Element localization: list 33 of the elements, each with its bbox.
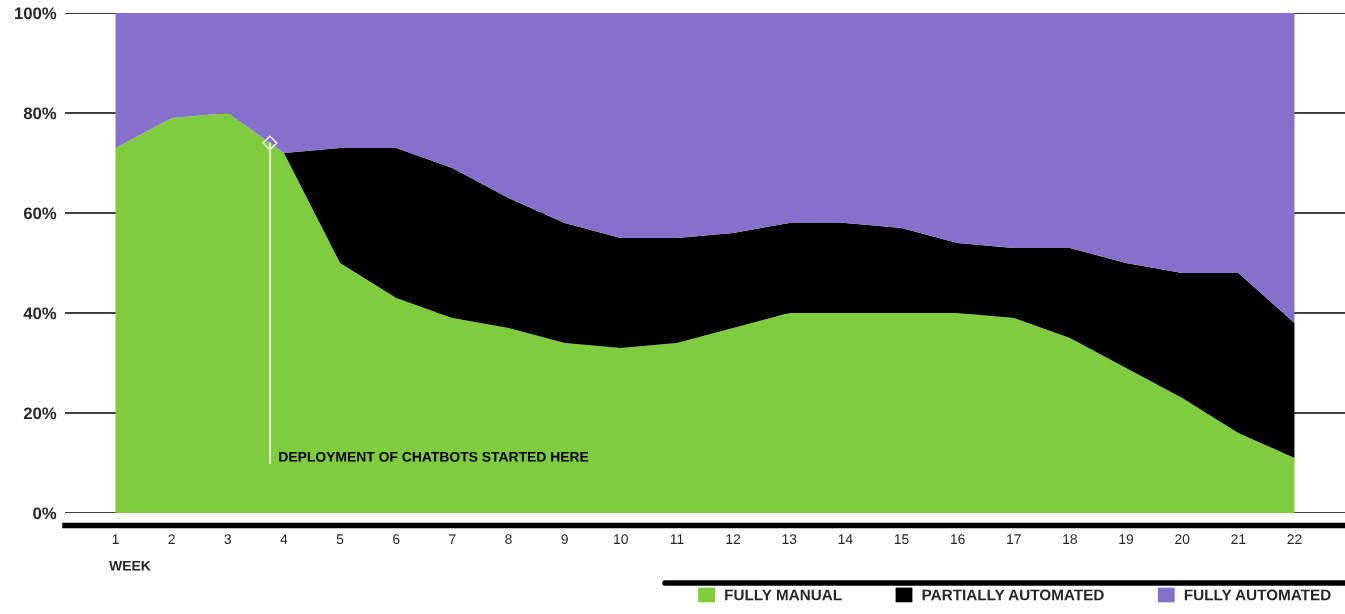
- y-tick-label: 80%: [23, 107, 57, 120]
- x-tick-label: 4: [280, 534, 288, 544]
- x-tick-label: 19: [1119, 534, 1134, 545]
- y-tick-label: 0%: [33, 507, 57, 520]
- x-tick-label: 22: [1287, 534, 1302, 544]
- x-tick-label: 11: [670, 534, 684, 544]
- x-tick-label: 5: [336, 534, 344, 545]
- x-tick-label: 12: [726, 534, 741, 544]
- x-tick-label: 16: [950, 534, 965, 545]
- y-tick-label: 20%: [23, 407, 57, 420]
- x-tick-label: 14: [838, 534, 853, 544]
- annotation: DEPLOYMENT OF CHATBOTS STARTED HERE: [279, 451, 589, 462]
- x-tick-label: 6: [393, 534, 400, 545]
- x-tick-label: 7: [449, 534, 456, 544]
- y-tick-label: 60%: [23, 207, 57, 220]
- x-tick-label: 10: [614, 534, 628, 545]
- x-tick-label: 3: [224, 534, 232, 545]
- x-axis-title: WEEK: [109, 561, 151, 571]
- x-tick-label: 20: [1175, 534, 1190, 545]
- legend-label: FULLY AUTOMATED: [1184, 589, 1331, 601]
- legend-label: PARTIALLY AUTOMATED: [922, 589, 1104, 601]
- x-tick-label: 18: [1063, 534, 1078, 545]
- x-tick-label: 9: [561, 534, 568, 545]
- x-tick-label: 17: [1007, 534, 1021, 544]
- x-tick-label: 13: [782, 534, 797, 545]
- y-tick-label: 40%: [23, 307, 57, 320]
- x-tick-label: 1: [112, 534, 119, 544]
- y-tick-label: 100%: [15, 7, 57, 20]
- legend-label: FULLY MANUAL: [725, 589, 842, 601]
- x-tick-label: 2: [168, 534, 175, 544]
- x-tick-label: 15: [894, 534, 909, 545]
- x-tick-label: 21: [1231, 534, 1246, 544]
- x-tick-label: 8: [505, 534, 512, 545]
